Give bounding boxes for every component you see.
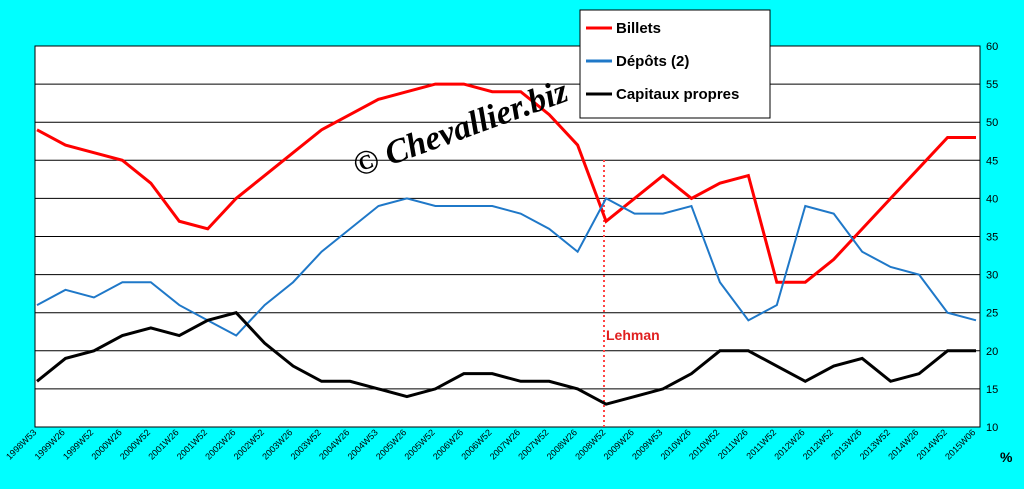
y-tick-label: 45: [986, 155, 998, 167]
y-tick-label: 50: [986, 117, 998, 129]
y-tick-label: 15: [986, 384, 998, 396]
y-tick-label: 10: [986, 422, 998, 434]
y-tick-label: 60: [986, 41, 998, 53]
y-unit-label: %: [1000, 449, 1013, 465]
y-tick-label: 25: [986, 308, 998, 320]
annotation: Lehman: [606, 327, 660, 343]
legend-label: Billets: [616, 20, 661, 37]
series-line: [36, 197, 977, 337]
series-line: [36, 82, 976, 284]
y-tick-label: 20: [986, 346, 998, 358]
series-line: [36, 311, 976, 406]
legend-items: Billets Dépôts (2) Capitaux propres: [586, 20, 739, 103]
y-tick-label: 55: [986, 79, 998, 91]
legend-label: Capitaux propres: [616, 86, 739, 103]
legend-label: Dépôts (2): [616, 53, 689, 70]
lines: [36, 82, 977, 406]
y-tick-label: 40: [986, 193, 998, 205]
y-tick-label: 35: [986, 232, 998, 244]
y-tick-label: 30: [986, 270, 998, 282]
